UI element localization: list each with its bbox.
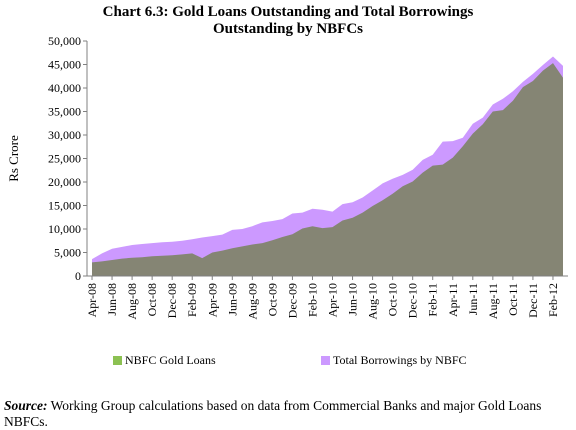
y-tick-label: 0 [75, 269, 81, 283]
legend-swatch-gold-loans [113, 356, 122, 365]
legend-swatch-borrowings [321, 356, 330, 365]
x-tick-label: Apr-09 [205, 283, 219, 317]
x-tick-label: Aug-11 [486, 283, 500, 319]
source-note: Source: Working Group calculations based… [4, 398, 572, 430]
y-tick-label: 10,000 [48, 222, 81, 236]
area-gold-loans [92, 63, 563, 276]
legend-label-borrowings: Total Borrowings by NBFC [333, 353, 467, 367]
x-tick-label: Aug-09 [245, 283, 259, 320]
x-tick-label: Oct-09 [265, 283, 279, 316]
y-tick-label: 15,000 [48, 199, 81, 213]
chart-title: Chart 6.3: Gold Loans Outstanding and To… [0, 4, 576, 38]
area-chart: 0 5,000 10,000 15,000 20,000 25,000 30,000 35,0… [6, 34, 568, 320]
chart-title-line-2: Outstanding by NBFCs [212, 21, 364, 37]
chart-title-line-1: Chart 6.3: Gold Loans Outstanding and To… [102, 4, 474, 20]
x-tick-label: Dec-11 [526, 283, 540, 318]
x-tick-label: Jun-10 [346, 283, 360, 316]
x-tick-label: Apr-10 [326, 283, 340, 317]
x-tick-label: Apr-11 [446, 283, 460, 317]
x-tick-label: Oct-10 [386, 283, 400, 316]
x-tick-label: Oct-11 [506, 283, 520, 316]
x-tick-label: Dec-10 [406, 283, 420, 318]
chart-legend: NBFC Gold Loans Total Borrowings by NBFC [0, 353, 576, 371]
source-label: Source: [4, 398, 48, 413]
y-tick-label: 25,000 [48, 152, 81, 166]
y-axis-label: Rs Crore [6, 135, 21, 182]
x-tick-label: Feb-12 [546, 283, 560, 317]
y-tick-label: 45,000 [48, 58, 81, 72]
x-tick-label: Jun-11 [466, 283, 480, 315]
legend-item-borrowings: Total Borrowings by NBFC [321, 353, 467, 368]
y-tick-label: 20,000 [48, 175, 81, 189]
x-tick-label: Dec-09 [285, 283, 299, 318]
x-tick-label: Feb-10 [306, 283, 320, 317]
legend-label-gold-loans: NBFC Gold Loans [125, 353, 216, 367]
source-text: Working Group calculations based on data… [4, 398, 542, 429]
y-tick-label: 50,000 [48, 34, 81, 48]
y-tick-label: 40,000 [48, 81, 81, 95]
y-tick-label: 5,000 [54, 246, 81, 260]
x-tick-label: Aug-10 [366, 283, 380, 320]
x-tick-label: Dec-08 [165, 283, 179, 318]
x-tick-label: Jun-09 [225, 283, 239, 316]
y-tick-label: 30,000 [48, 128, 81, 142]
x-tick-label: Jun-08 [105, 283, 119, 316]
x-tick-label: Apr-08 [85, 283, 99, 317]
x-tick-label: Oct-08 [145, 283, 159, 316]
legend-item-gold-loans: NBFC Gold Loans [113, 353, 216, 368]
y-tick-label: 35,000 [48, 105, 81, 119]
x-tick-label: Feb-11 [426, 283, 440, 317]
x-tick-label: Aug-08 [125, 283, 139, 320]
x-tick-label: Feb-09 [185, 283, 199, 317]
